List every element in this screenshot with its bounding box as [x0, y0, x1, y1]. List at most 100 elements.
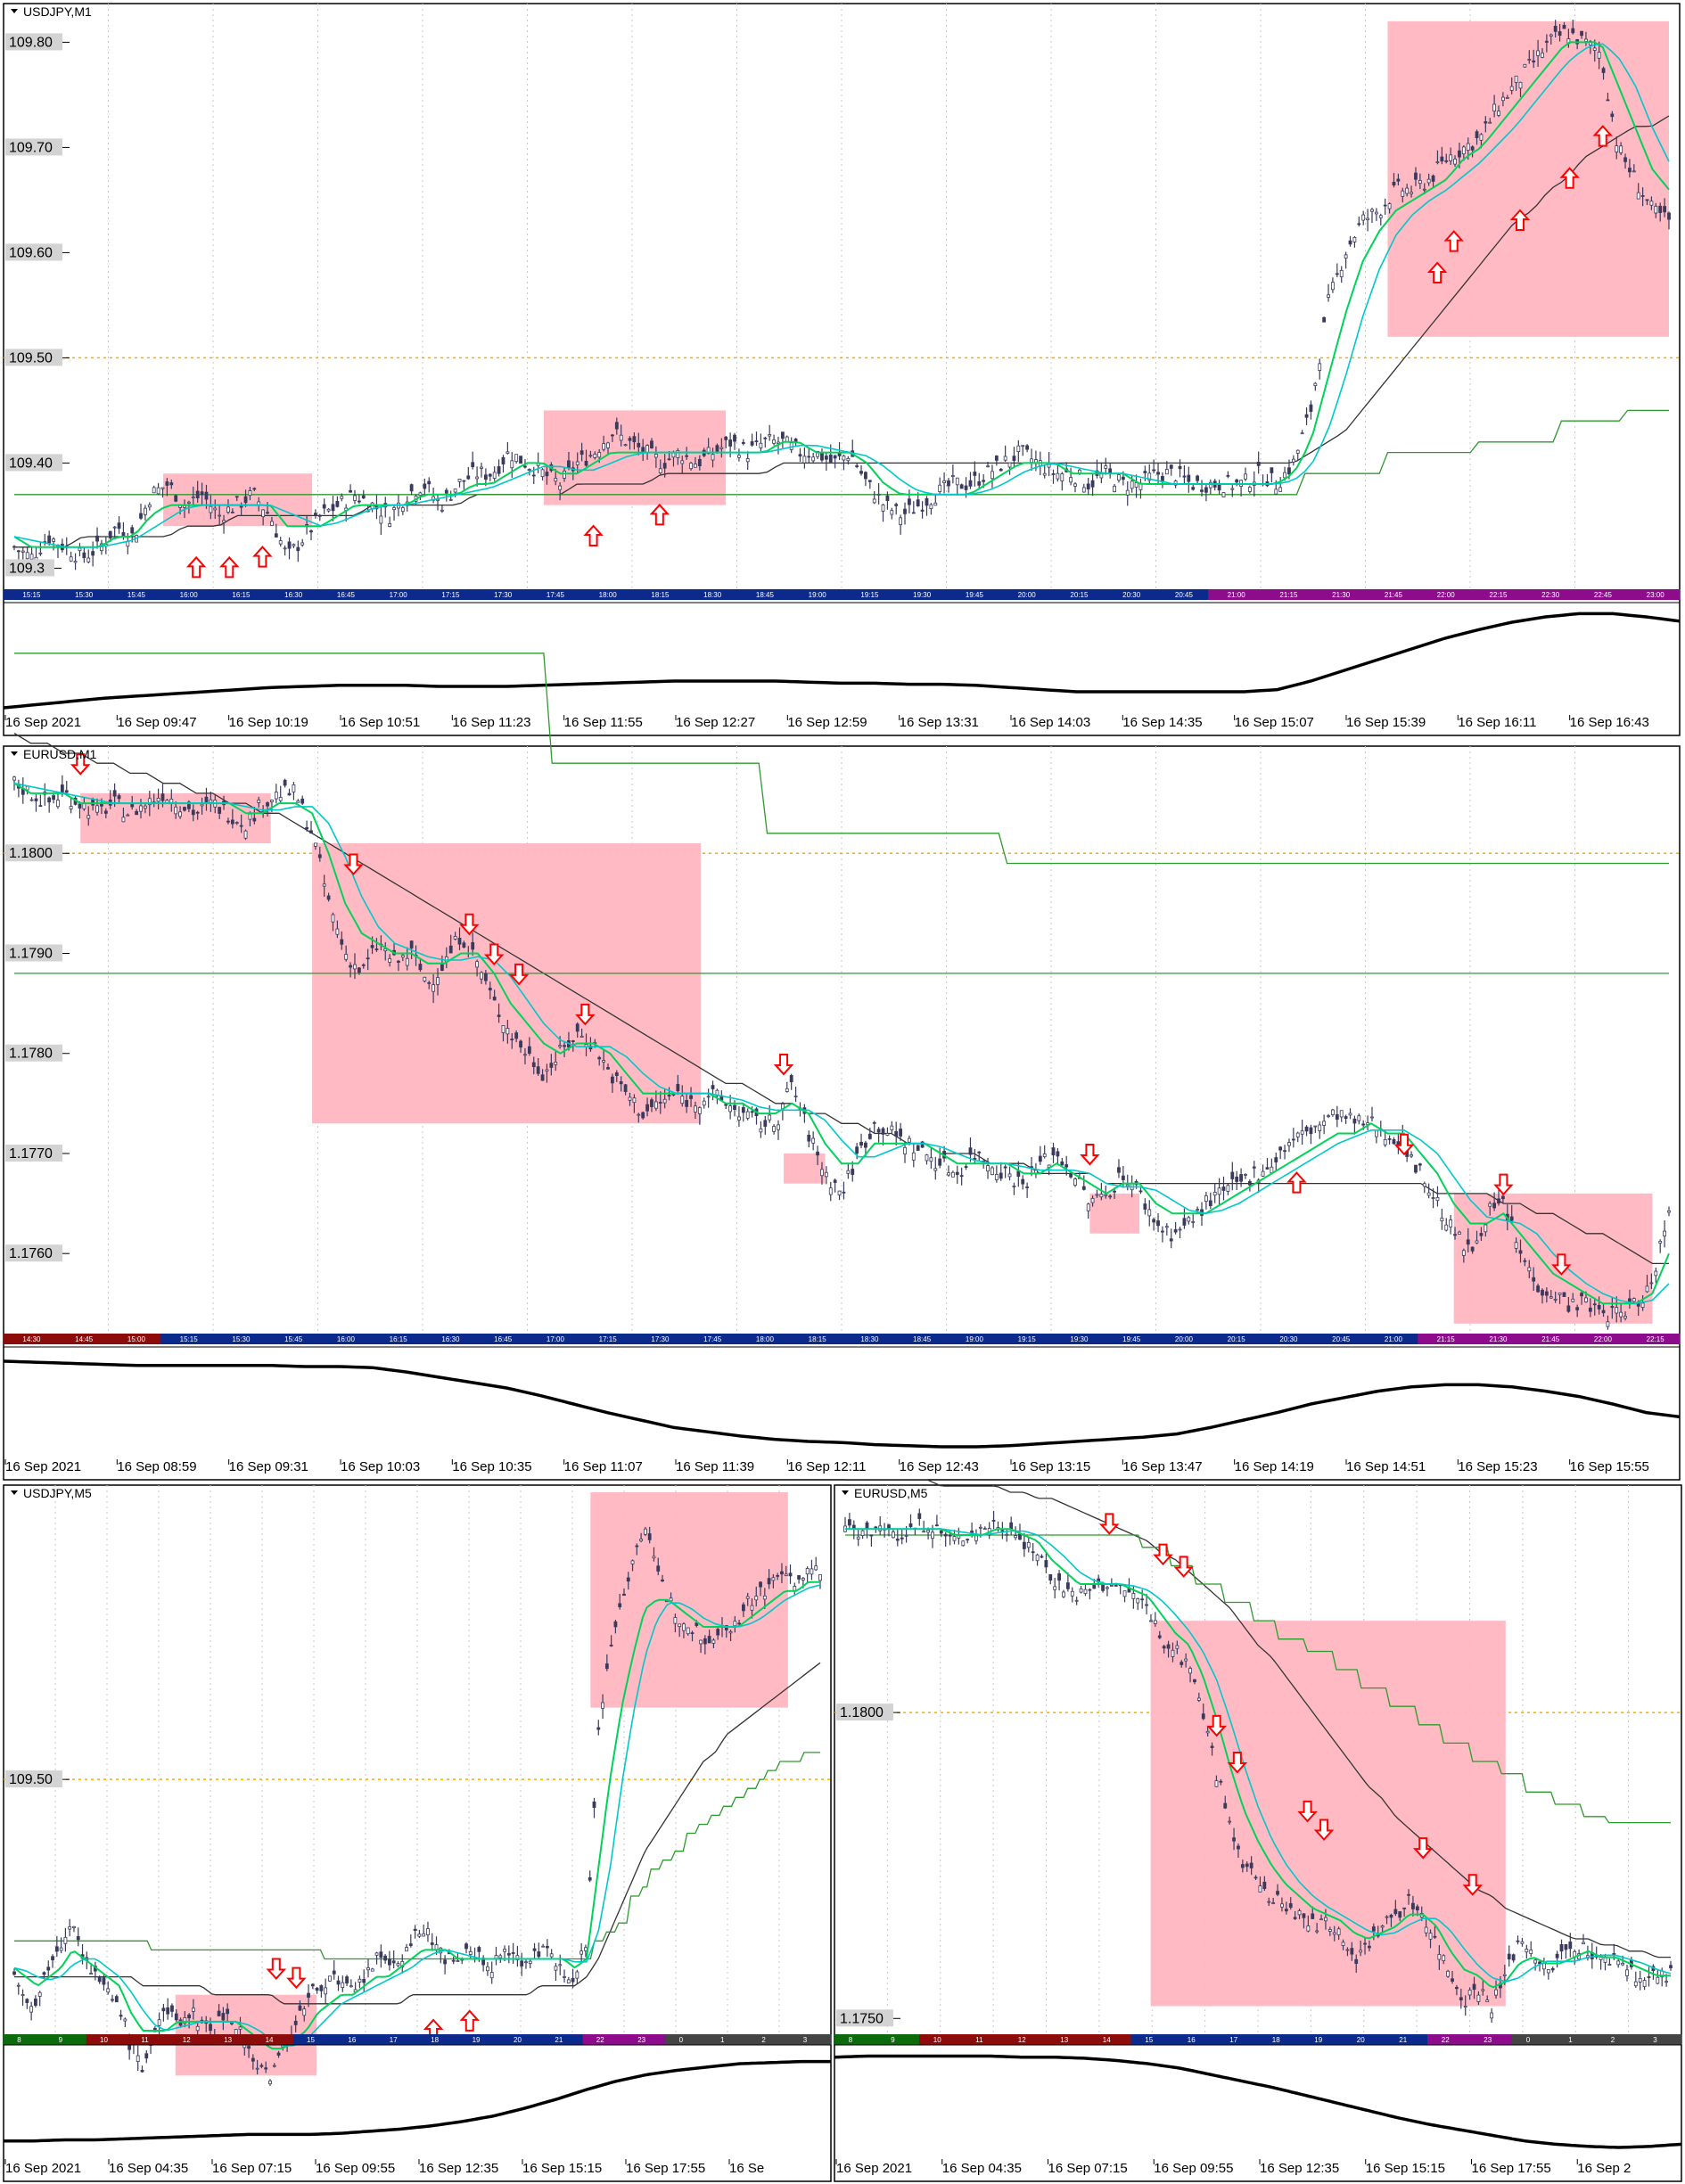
candle-body [1656, 1976, 1660, 1984]
session-segment [4, 2034, 45, 2045]
session-label: 18:45 [913, 1335, 932, 1343]
candle-body [111, 1999, 114, 2001]
candle-body [990, 471, 994, 480]
candle-body [1538, 1961, 1541, 1965]
candle-body [234, 822, 239, 824]
candle-body [230, 819, 234, 825]
candle-body [63, 1936, 68, 1944]
candle-body [1555, 1953, 1559, 1958]
session-label: 12 [1018, 2036, 1026, 2044]
candle-body [230, 2023, 234, 2024]
oscillator-line [4, 2059, 831, 2143]
candle-body [160, 793, 165, 801]
candle-body [645, 445, 649, 454]
candle-body [1523, 1260, 1527, 1262]
candle-body [531, 474, 536, 477]
candle-body [697, 1107, 702, 1114]
candle-body [1516, 1940, 1520, 1942]
candle-body [532, 1948, 537, 1951]
candle-body [156, 487, 160, 495]
candle-body [938, 484, 942, 492]
candle-body [239, 825, 243, 827]
candle-body [641, 1112, 645, 1119]
x-tick-label: 16 Sep 17:55 [1472, 2161, 1551, 2176]
candle-body [328, 1975, 332, 1982]
arrow-up-icon [1559, 167, 1580, 189]
candle-body [1606, 99, 1610, 102]
candle-body [1274, 1157, 1278, 1162]
candle-body [268, 2080, 272, 2085]
candle-body [575, 1023, 579, 1032]
session-label: 14:30 [22, 1335, 41, 1343]
candle-body [571, 1977, 575, 1983]
session-label: 16:45 [494, 1335, 513, 1343]
candle-body [575, 461, 579, 465]
candle-body [91, 551, 95, 556]
candle-body [519, 456, 522, 464]
ema-slow-line [13, 782, 1670, 1305]
session-segment [1574, 589, 1628, 600]
price-label-text: 1.1760 [9, 1246, 53, 1261]
candle-body [702, 1100, 706, 1106]
session-label: 11 [975, 2036, 983, 2044]
candle-body [174, 495, 178, 502]
candle-body [345, 1976, 349, 1984]
x-tick-label: 16 Sep 12:35 [419, 2161, 498, 2176]
candle-body [1156, 1220, 1160, 1227]
candle-body [579, 1035, 584, 1038]
highlight-box [312, 843, 702, 1124]
candle-body [632, 1097, 637, 1104]
candle-body [405, 1947, 408, 1952]
candle-body [1018, 1533, 1022, 1540]
candle-body [313, 842, 317, 847]
candle-body [144, 805, 147, 809]
candle-body [1235, 1176, 1239, 1182]
candle-body [1449, 1219, 1453, 1227]
candle-body [1370, 1116, 1374, 1119]
candle-body [514, 1032, 519, 1039]
candle-body [82, 552, 86, 559]
candle-body [315, 1987, 319, 1991]
oscillator-line [834, 2054, 1682, 2149]
session-segment [210, 2034, 252, 2045]
session-segment [1208, 589, 1262, 600]
candle-body [483, 973, 488, 981]
price-label-text: 1.1780 [9, 1047, 53, 1062]
candle-body [1558, 1293, 1562, 1295]
session-segment [1155, 1334, 1209, 1344]
candle-body [1086, 1203, 1090, 1211]
candle-body [824, 1171, 828, 1178]
candle-body [686, 1627, 690, 1635]
candle-body [1051, 1147, 1056, 1156]
candle-body [807, 456, 811, 458]
candle-body [626, 1577, 630, 1582]
session-label: 0 [1526, 2036, 1531, 2044]
candle-body [741, 441, 745, 444]
candle-body [56, 800, 60, 808]
candle-body [566, 1979, 571, 1983]
candle-body [1597, 52, 1601, 59]
candle-body [388, 957, 392, 963]
candle-body [797, 1575, 801, 1580]
candle-body [961, 1540, 966, 1547]
candle-body [613, 1621, 618, 1628]
candle-body [335, 500, 340, 507]
price-label: 1.1770 [5, 1144, 70, 1162]
candle-body [711, 1639, 716, 1644]
price-label-text: 109.50 [9, 350, 53, 365]
session-label: 20:45 [1332, 1335, 1351, 1343]
price-label-bg [836, 1704, 893, 1721]
candle-body [1638, 1977, 1642, 1983]
candle-body [1446, 1970, 1451, 1977]
price-label-text: 109.60 [9, 245, 53, 260]
x-tick-label: 16 Sep 14:35 [1122, 715, 1202, 730]
candle-body [737, 1116, 741, 1121]
candle-body [418, 964, 423, 971]
candle-body [1081, 1186, 1086, 1190]
candle-body [1016, 445, 1021, 452]
candle-body [21, 550, 25, 553]
candle-body [855, 465, 859, 467]
candle-body [662, 1098, 667, 1104]
arrow-down-icon [1173, 1556, 1194, 1578]
candle-body [1157, 1635, 1162, 1638]
